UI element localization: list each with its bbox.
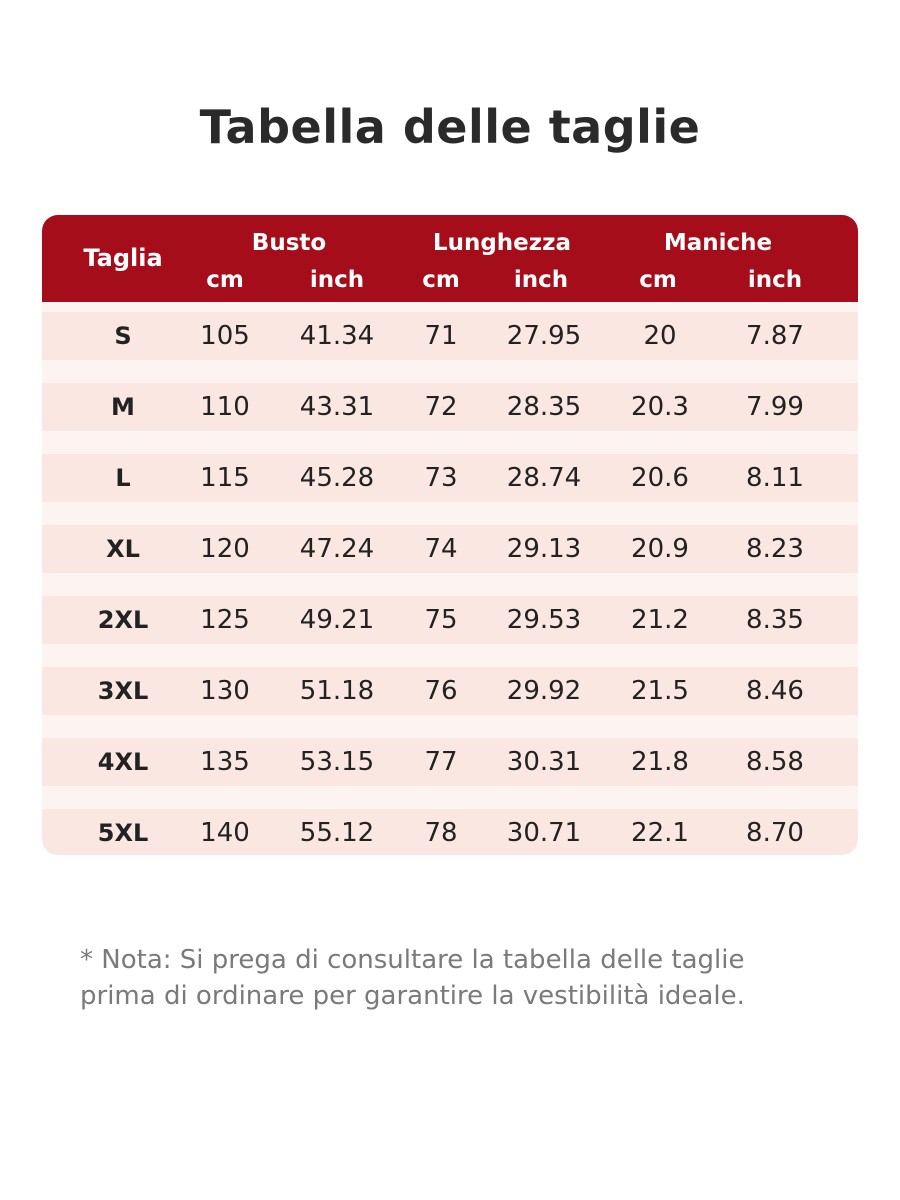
value-cell: 8.11 [746,463,804,493]
value-cell: 8.35 [746,605,804,635]
group-header: Lunghezza [432,230,572,256]
row-band [42,312,858,360]
value-cell: 22.1 [631,818,689,848]
value-cell: 20.6 [631,463,689,493]
value-cell: 29.13 [506,534,582,564]
row-band [42,667,858,715]
size-header: Taglia [83,244,163,272]
value-cell: 21.2 [631,605,689,635]
size-cell: 4XL [97,748,149,776]
value-cell: 76 [424,676,458,706]
value-cell: 51.18 [299,676,375,706]
size-cell: 5XL [97,819,149,847]
size-cell: S [114,322,132,350]
value-cell: 71 [424,321,458,351]
value-cell: 135 [200,747,250,777]
group-header: Busto [251,230,327,256]
value-cell: 72 [424,392,458,422]
unit-header: inch [747,267,803,293]
value-cell: 45.28 [299,463,375,493]
value-cell: 115 [200,463,250,493]
value-cell: 73 [424,463,458,493]
unit-header: cm [206,267,244,293]
unit-header: cm [422,267,460,293]
value-cell: 125 [200,605,250,635]
value-cell: 53.15 [299,747,375,777]
size-cell: M [111,393,135,421]
value-cell: 140 [200,818,250,848]
value-cell: 77 [424,747,458,777]
value-cell: 110 [200,392,250,422]
note-line: prima di ordinare per garantire la vesti… [80,981,745,1011]
value-cell: 8.70 [746,818,804,848]
value-cell: 27.95 [506,321,582,351]
value-cell: 78 [424,818,458,848]
value-cell: 8.23 [746,534,804,564]
size-cell: 2XL [97,606,149,634]
value-cell: 8.58 [746,747,804,777]
value-cell: 105 [200,321,250,351]
row-band [42,525,858,573]
value-cell: 43.31 [299,392,375,422]
value-cell: 47.24 [299,534,375,564]
row-band [42,596,858,644]
value-cell: 7.99 [746,392,804,422]
value-cell: 75 [424,605,458,635]
size-cell: XL [106,535,140,563]
value-cell: 29.92 [506,676,582,706]
group-header: Maniche [663,230,773,256]
title: Tabella delle taglie [199,100,701,154]
value-cell: 130 [200,676,250,706]
row-band [42,809,858,855]
note-line: * Nota: Si prega di consultare la tabell… [80,945,745,975]
size-table: Taglia Busto Lunghezza Maniche cm inch cm inch c… [42,215,858,855]
value-cell: 21.5 [631,676,689,706]
value-cell: 21.8 [631,747,689,777]
value-cell: 8.46 [746,676,804,706]
unit-header: inch [309,267,365,293]
value-cell: 28.74 [506,463,582,493]
value-cell: 28.35 [506,392,582,422]
value-cell: 120 [200,534,250,564]
value-cell: 20 [643,321,677,351]
row-band [42,383,858,431]
row-band [42,738,858,786]
value-cell: 30.31 [506,747,582,777]
unit-header: inch [513,267,569,293]
value-cell: 7.87 [746,321,804,351]
size-cell: L [115,464,131,492]
value-cell: 49.21 [299,605,375,635]
row-band [42,454,858,502]
unit-header: cm [639,267,677,293]
size-cell: 3XL [97,677,149,705]
value-cell: 74 [424,534,458,564]
value-cell: 20.3 [631,392,689,422]
value-cell: 29.53 [506,605,582,635]
value-cell: 41.34 [299,321,375,351]
value-cell: 20.9 [631,534,689,564]
value-cell: 30.71 [506,818,582,848]
value-cell: 55.12 [299,818,375,848]
table-header: Taglia Busto Lunghezza Maniche cm inch cm inch c… [42,215,858,302]
